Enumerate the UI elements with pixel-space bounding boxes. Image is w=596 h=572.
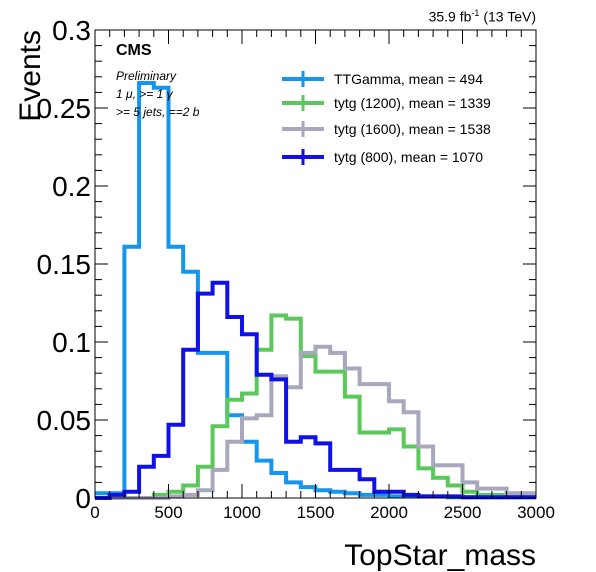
histogram-series-1: [95, 313, 536, 500]
luminosity-label: 35.9 fb-1 (13 TeV): [429, 8, 536, 25]
histogram-series-3: [95, 280, 536, 500]
x-tick-label: 1500: [297, 503, 335, 522]
y-axis-ticks: 0 0.05 0.1 0.15 0.2 0.25 0.3: [37, 15, 536, 514]
legend-swatch: [282, 121, 324, 137]
y-tick-label: 0.05: [37, 405, 92, 436]
y-tick-label: 0.15: [37, 249, 92, 280]
y-tick-label: 0.25: [37, 93, 92, 124]
legend-label: tytg (1600), mean = 1538: [334, 121, 491, 137]
x-tick-label: 0: [90, 503, 99, 522]
y-tick-label: 0.1: [52, 327, 91, 358]
x-tick-label: 1000: [223, 503, 261, 522]
status-label: Preliminary: [116, 69, 177, 83]
legend-swatch: [282, 95, 324, 111]
legend: TTGamma, mean = 494 tytg (1200), mean = …: [280, 70, 530, 170]
experiment-label: CMS: [116, 42, 152, 59]
selection-label-1: 1 μ, >= 1 γ: [116, 87, 173, 101]
selection-label-2: >= 5 jets, ==2 b: [116, 105, 200, 119]
x-tick-label: 2000: [370, 503, 408, 522]
x-axis-ticks: 0 500 1000 1500 2000 2500 3000: [90, 30, 555, 522]
x-tick-label: 2500: [444, 503, 482, 522]
legend-swatch: [282, 149, 324, 165]
histogram-series-2: [95, 344, 536, 500]
y-tick-label: 0: [75, 483, 91, 514]
y-tick-label: 0.2: [52, 171, 91, 202]
lumi-exponent: -1: [471, 8, 480, 18]
y-tick-label: 0.3: [52, 15, 91, 46]
legend-label: TTGamma, mean = 494: [334, 71, 484, 87]
x-tick-label: 500: [154, 503, 182, 522]
energy-value: (13 TeV): [483, 8, 536, 25]
x-tick-label: 3000: [517, 503, 555, 522]
y-axis-label: Events: [14, 30, 47, 122]
legend-swatch: [282, 71, 324, 87]
lumi-value: 35.9 fb: [428, 8, 472, 25]
legend-label: tytg (1200), mean = 1339: [334, 95, 491, 111]
legend-label: tytg (800), mean = 1070: [334, 149, 484, 165]
x-axis-label: TopStar_mass: [344, 539, 536, 572]
